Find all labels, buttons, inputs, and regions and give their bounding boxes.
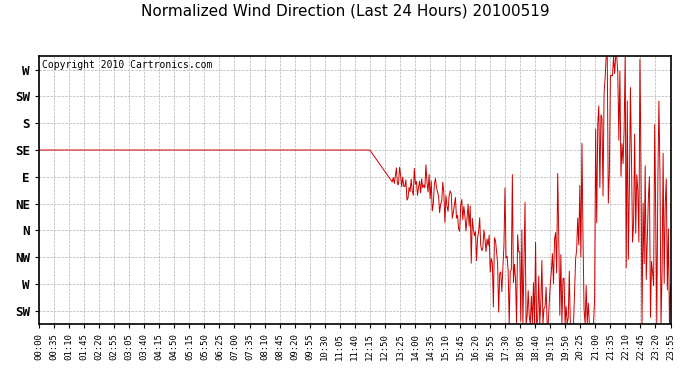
Text: Copyright 2010 Cartronics.com: Copyright 2010 Cartronics.com <box>42 60 213 70</box>
Text: Normalized Wind Direction (Last 24 Hours) 20100519: Normalized Wind Direction (Last 24 Hours… <box>141 4 549 19</box>
